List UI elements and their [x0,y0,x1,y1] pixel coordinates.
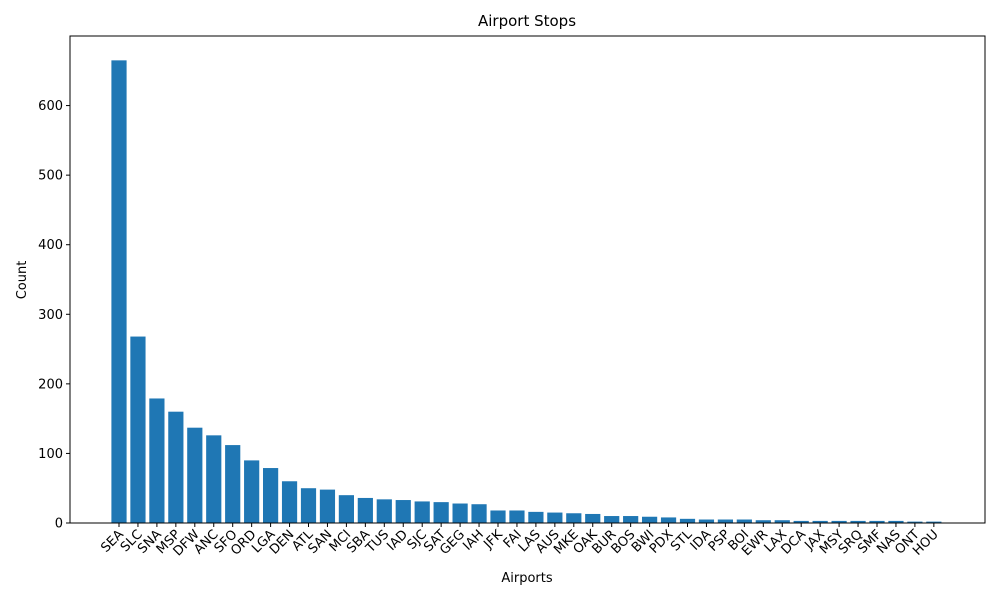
bar-sea [111,60,127,523]
bar-ord [244,460,260,523]
chart-title: Airport Stops [478,12,576,30]
y-tick-label: 0 [55,517,63,532]
bar-lga [263,468,279,523]
plot-frame [69,35,986,524]
y-tick-label: 500 [38,169,63,184]
bar-dca [793,520,809,523]
bars-group [111,60,942,523]
bar-msy [831,520,847,523]
bar-ont [907,521,923,523]
bar-las [528,511,544,523]
bar-mci [338,495,354,523]
bar-boi [736,519,752,523]
bar-san [319,489,336,523]
y-tick-label: 400 [38,238,63,253]
bar-jax [812,520,828,523]
bar-hou [926,521,942,523]
bar-bwi [642,516,658,523]
y-tick-label: 300 [38,308,63,323]
y-tick-label: 200 [38,377,63,392]
bar-den [281,481,298,523]
x-axis-title: Airports [501,571,552,586]
bar-srq [850,520,866,523]
bar-aus [547,512,563,523]
bar-bos [623,516,639,523]
y-axis-title: Count [15,261,30,300]
y-tick-label: 600 [38,99,63,114]
bar-stl [679,518,696,523]
bar-geg [452,503,468,523]
bar-sfo [225,445,241,523]
bar-sjc [414,501,430,523]
bar-oak [585,513,601,523]
bar-iad [395,500,411,523]
bar-mke [566,513,582,523]
bar-nas [888,520,904,523]
bar-psp [717,519,733,523]
bar-slc [130,336,146,523]
bar-jfk [490,510,506,523]
bar-bur [604,516,620,523]
y-axis: 0 100 200 300 400 500 600 [38,99,70,532]
bar-msp [168,411,184,523]
bar-fai [509,510,525,523]
bar-ewr [755,520,771,523]
bar-sna [149,398,165,523]
y-tick-label: 100 [38,447,63,462]
bar-anc [206,435,222,523]
x-axis: SEASLCSNAMSPDFWANCSFOORDLGADENATLSANMCIS… [98,523,942,559]
bar-atl [300,488,317,523]
bar-dfw [187,427,203,523]
bar-tus [376,499,392,523]
bar-smf [869,520,885,523]
bar-sba [357,497,373,523]
bar-pdx [660,517,677,523]
bar-ida [698,519,715,523]
bar-lax [774,520,790,523]
bar-sat [433,502,449,523]
bar-iah [471,504,487,523]
